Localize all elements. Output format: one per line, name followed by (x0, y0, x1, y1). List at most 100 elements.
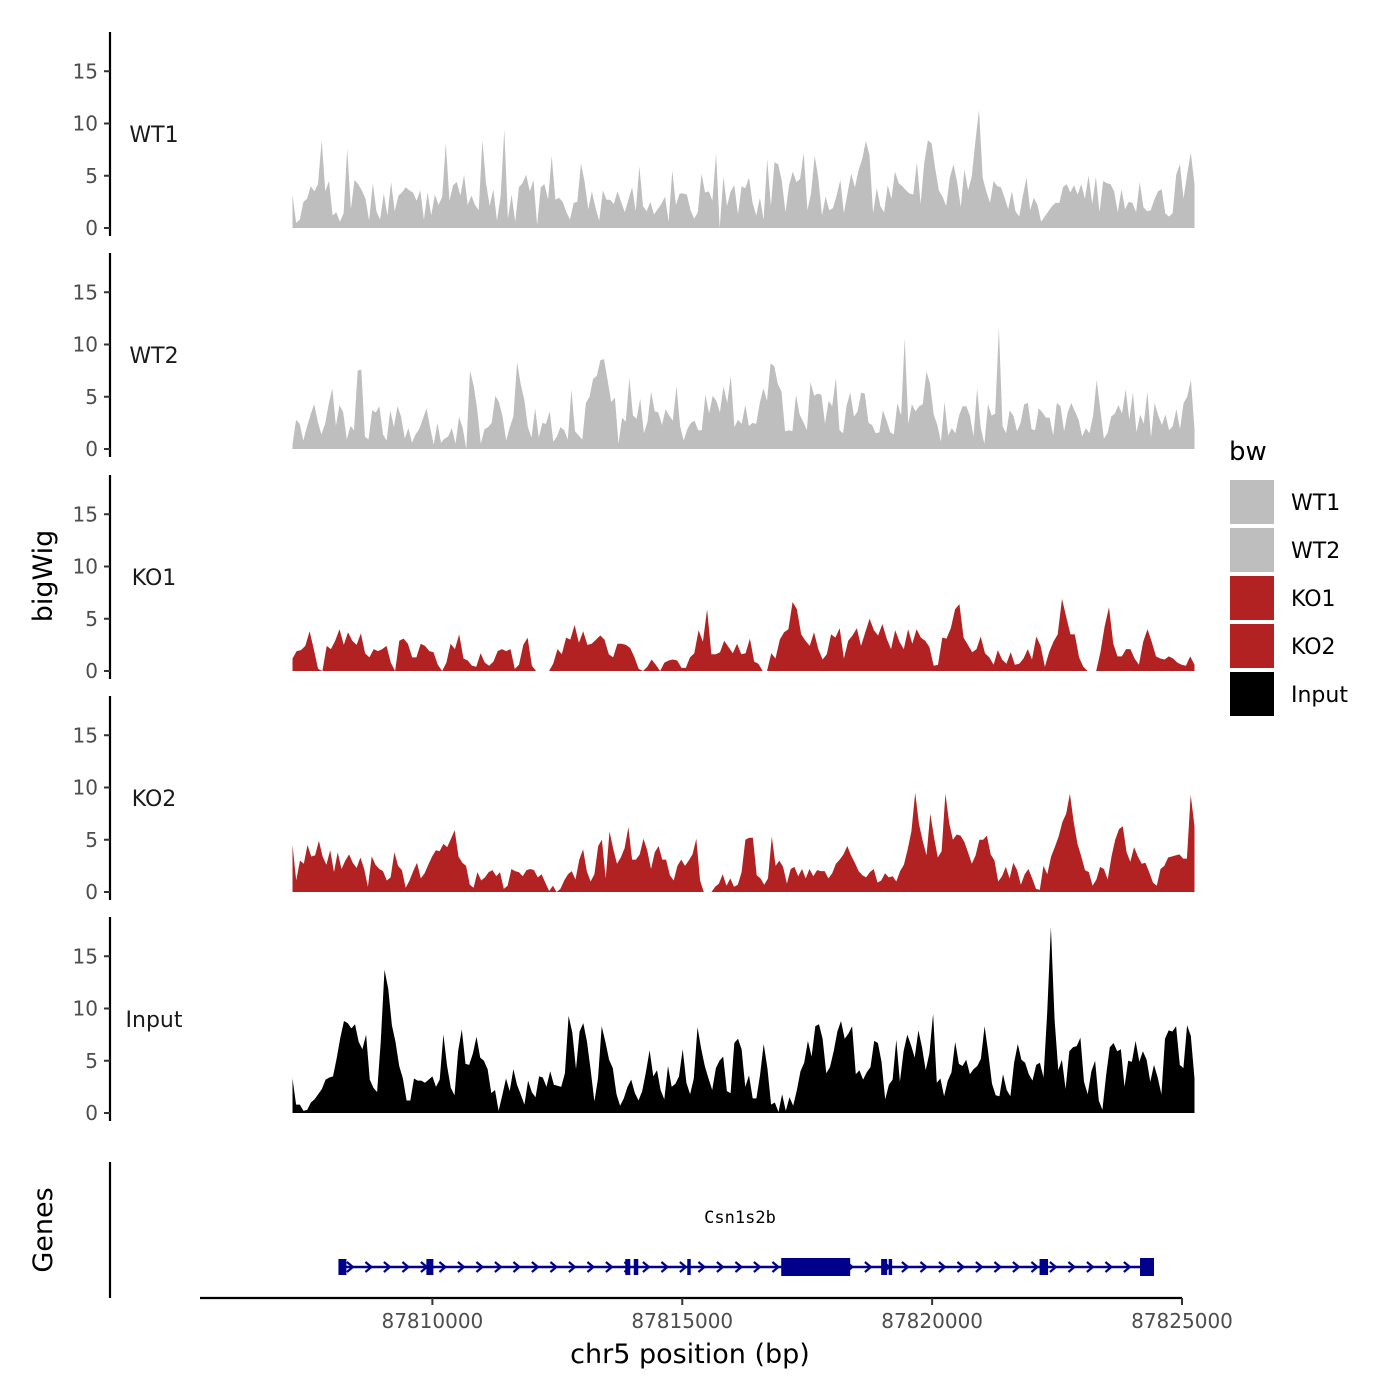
strand-arrow (605, 1261, 614, 1273)
x-tick-label: 87825000 (1131, 1309, 1233, 1333)
strand-arrow (586, 1261, 596, 1273)
gene-model (338, 1258, 1155, 1276)
legend-title: bw (1229, 437, 1267, 467)
strand-arrow (438, 1261, 448, 1273)
y-tick-label: 10 (73, 112, 98, 136)
x-tick-label: 87815000 (631, 1309, 733, 1333)
strand-arrow (1123, 1261, 1132, 1273)
strand-arrow (383, 1261, 392, 1273)
strand-arrow (1049, 1261, 1058, 1273)
track-panel-ko1: 0 5 10 15 KO1 (73, 475, 1195, 683)
gene-exon (687, 1259, 691, 1275)
strand-arrow (475, 1261, 485, 1273)
strand-arrow (660, 1261, 670, 1273)
strand-arrow (771, 1261, 781, 1273)
y-tick-label: 0 (85, 880, 98, 904)
strand-arrow (993, 1261, 1003, 1273)
panel-label-ko1: KO1 (132, 566, 177, 591)
gene-exon (633, 1259, 639, 1275)
strand-arrow (364, 1261, 374, 1273)
y-axis-title: bigWig (28, 530, 59, 623)
strand-arrow (1012, 1261, 1021, 1273)
gene-name-label: Csn1s2b (704, 1208, 776, 1228)
signal-area-wt2 (292, 327, 1195, 449)
gene-exon (625, 1259, 631, 1275)
strand-arrow (679, 1261, 688, 1273)
x-axis-ticks: 87810000 87815000 87820000 87825000 (381, 1298, 1233, 1333)
strand-arrow (734, 1261, 744, 1273)
legend-label: Input (1291, 683, 1348, 708)
track-panel-ko2: 0 5 10 15 KO2 (73, 696, 1195, 904)
legend-swatch (1230, 576, 1274, 620)
strand-arrow (753, 1261, 762, 1273)
strand-arrow (642, 1261, 651, 1273)
strand-arrow (716, 1261, 725, 1273)
gene-exon (426, 1259, 434, 1275)
legend-swatch (1230, 480, 1274, 524)
track-panels: 0 5 10 15 WT1 0 5 10 15 WT2 0 5 10 15 KO1 0 5 10 15 KO2 0 5 10… (73, 32, 1195, 1125)
x-tick-label: 87820000 (881, 1309, 983, 1333)
track-panel-wt1: 0 5 10 15 WT1 (73, 32, 1195, 240)
y-tick-label: 15 (73, 723, 98, 747)
y-tick-label: 15 (73, 502, 98, 526)
y-tick-label: 5 (85, 164, 98, 188)
legend-label: WT2 (1291, 539, 1340, 564)
gene-exon (338, 1259, 347, 1275)
y-tick-label: 10 (73, 333, 98, 357)
strand-arrow (1030, 1261, 1040, 1273)
strand-arrow (919, 1261, 929, 1273)
signal-area-ko2 (292, 792, 1195, 892)
panel-label-ko2: KO2 (132, 787, 177, 812)
legend-item-ko2: KO2 (1230, 624, 1336, 668)
legend-item-ko1: KO1 (1230, 576, 1336, 620)
gene-exon (888, 1259, 893, 1275)
track-panel-input: 0 5 10 15 Input (73, 917, 1195, 1125)
y-tick-label: 0 (85, 216, 98, 240)
strand-arrow (1067, 1261, 1077, 1273)
strand-arrow (494, 1261, 503, 1273)
y-tick-label: 0 (85, 659, 98, 683)
panel-label-input: Input (126, 1008, 183, 1033)
strand-arrow (697, 1261, 707, 1273)
legend-label: WT1 (1291, 491, 1340, 516)
gene-exon (881, 1259, 888, 1275)
y-tick-label: 10 (73, 776, 98, 800)
strand-arrow (346, 1261, 355, 1273)
gene-exon (781, 1258, 851, 1276)
x-tick-label: 87810000 (381, 1309, 483, 1333)
legend-item-input: Input (1230, 672, 1348, 716)
y-tick-label: 15 (73, 944, 98, 968)
strand-arrow (956, 1261, 966, 1273)
strand-arrow (512, 1261, 522, 1273)
strand-arrow (864, 1261, 873, 1273)
signal-area-input (292, 927, 1195, 1113)
legend: bw WT1 WT2 KO1 KO2 Input (1229, 437, 1348, 716)
x-axis: 87810000 87815000 87820000 87825000 chr5 po… (200, 1296, 1233, 1370)
y-tick-label: 5 (85, 828, 98, 852)
strand-arrow (901, 1261, 910, 1273)
strand-arrow (549, 1261, 559, 1273)
gene-exon (1039, 1259, 1049, 1275)
y-tick-label: 15 (73, 59, 98, 83)
panel-label-wt1: WT1 (129, 123, 178, 148)
strand-arrow (1086, 1261, 1095, 1273)
strand-arrow (975, 1261, 984, 1273)
genes-axis-title: Genes (28, 1187, 59, 1272)
legend-swatch (1230, 624, 1274, 668)
track-panel-wt2: 0 5 10 15 WT2 (73, 253, 1195, 461)
legend-label: KO2 (1291, 635, 1336, 660)
strand-arrow (1104, 1261, 1114, 1273)
genes-panel: Genes Csn1s2b (28, 1162, 1155, 1298)
y-tick-label: 10 (73, 555, 98, 579)
y-tick-label: 10 (73, 997, 98, 1021)
strand-arrow (531, 1261, 540, 1273)
y-tick-label: 15 (73, 280, 98, 304)
legend-item-wt2: WT2 (1230, 528, 1340, 572)
strand-arrow (568, 1261, 577, 1273)
legend-swatch (1230, 528, 1274, 572)
x-axis-title: chr5 position (bp) (570, 1339, 810, 1370)
legend-item-wt1: WT1 (1230, 480, 1340, 524)
legend-label: KO1 (1291, 587, 1336, 612)
y-tick-label: 5 (85, 385, 98, 409)
